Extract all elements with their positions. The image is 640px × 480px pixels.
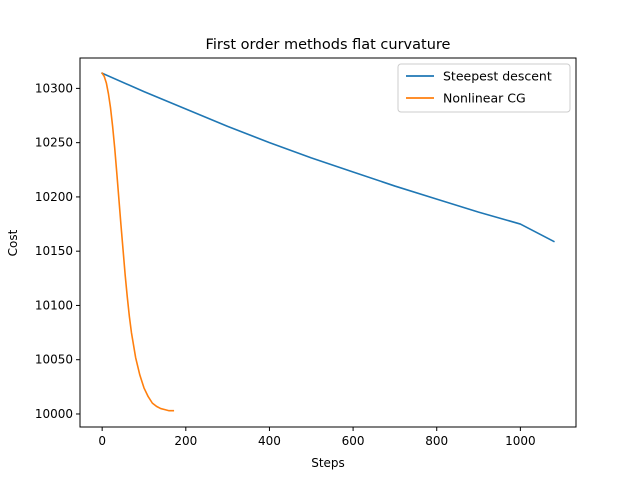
x-tick-label-2: 400: [258, 434, 281, 448]
x-tick-label-3: 600: [342, 434, 365, 448]
y-axis-ticks: 10000 10050 10100 10150 10200 10250 10300: [35, 81, 80, 421]
y-tick-label-1: 10050: [35, 353, 73, 367]
y-tick-label-2: 10100: [35, 298, 73, 312]
legend-label-1: Nonlinear CG: [443, 91, 526, 106]
series-line-1: [101, 72, 175, 412]
series-layer: [101, 72, 555, 412]
x-tick-label-5: 1000: [505, 434, 536, 448]
y-tick-label-0: 10000: [35, 407, 73, 421]
x-axis-ticks: 0 200 400 600 800 1000: [98, 427, 536, 448]
y-tick-label-6: 10300: [35, 81, 73, 95]
x-axis-label: Steps: [311, 456, 345, 470]
legend-box: [397, 63, 571, 113]
legend-label-0: Steepest descent: [443, 69, 552, 84]
y-axis-label: Cost: [6, 229, 20, 256]
plot-area: [79, 57, 577, 428]
x-tick-label-4: 800: [425, 434, 448, 448]
y-tick-label-5: 10250: [35, 136, 73, 150]
legend: Steepest descent Nonlinear CG: [397, 63, 571, 113]
y-tick-label-4: 10200: [35, 190, 73, 204]
y-tick-label-3: 10150: [35, 244, 73, 258]
x-tick-label-0: 0: [98, 434, 106, 448]
series-line-0: [101, 72, 555, 243]
chart-title: First order methods flat curvature: [206, 37, 451, 53]
x-tick-label-1: 200: [174, 434, 197, 448]
